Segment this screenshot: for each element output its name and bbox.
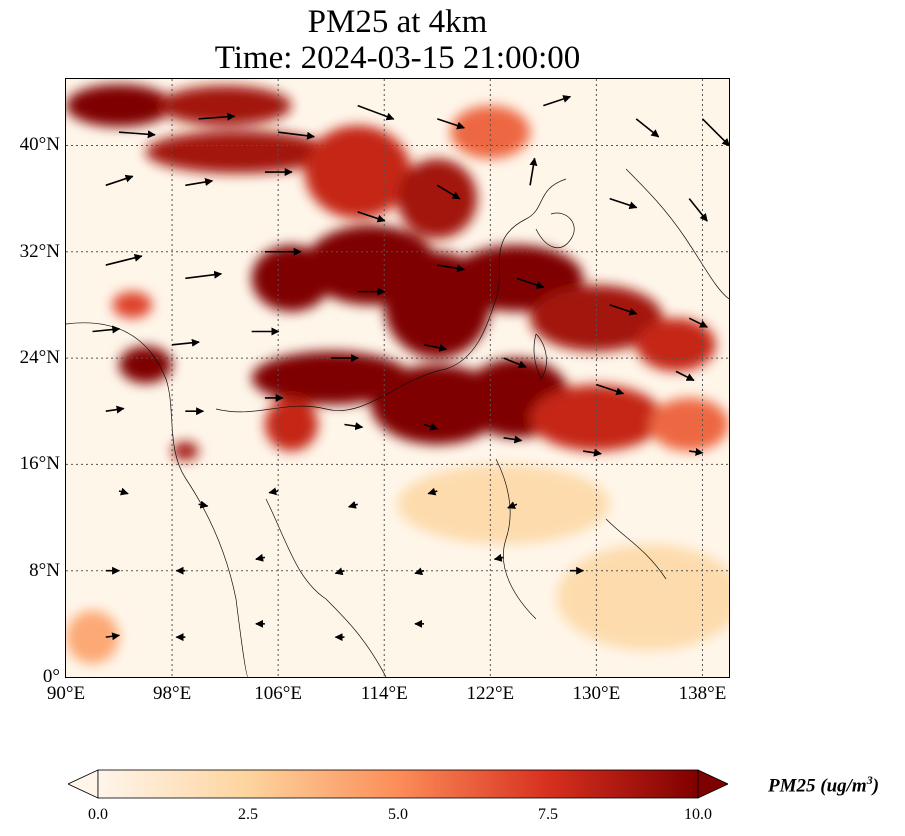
- colorbar-label: PM25 (ug/m3): [768, 773, 879, 797]
- wind-arrow: [437, 264, 466, 273]
- wind-arrow: [688, 198, 708, 222]
- coastlines: [66, 168, 729, 677]
- wind-arrow: [344, 422, 364, 431]
- wind-arrow: [436, 184, 461, 200]
- lat-tick-label: 40°N: [19, 134, 60, 156]
- lat-tick-label: 32°N: [19, 240, 60, 262]
- wind-arrow: [118, 487, 129, 496]
- wind-arrow: [543, 95, 572, 107]
- pm25-plume-20: [172, 441, 199, 461]
- colorbar-label-exponent: 3: [866, 773, 873, 787]
- colorbar: [68, 768, 728, 800]
- wind-arrow: [609, 197, 638, 210]
- wind-arrow: [689, 447, 704, 456]
- wind-arrow: [503, 435, 523, 444]
- wind-arrow: [357, 211, 386, 223]
- wind-arrow: [596, 383, 625, 396]
- wind-arrow: [118, 130, 156, 139]
- wind-arrow: [198, 112, 236, 121]
- wind-arrow: [414, 567, 425, 576]
- colorbar-tick-label: 7.5: [538, 806, 558, 823]
- wind-arrow: [268, 487, 279, 496]
- pm25-plume-16: [649, 397, 729, 452]
- wind-arrow: [507, 501, 518, 509]
- wind-arrow: [635, 118, 660, 138]
- colorbar-tick-label: 2.5: [238, 806, 258, 823]
- colorbar-tick-label: 10.0: [684, 806, 712, 823]
- pm25-plume-17: [264, 397, 318, 452]
- lat-tick-label: 24°N: [19, 347, 60, 369]
- map-plot-area: [65, 78, 730, 678]
- lon-tick-label: 98°E: [152, 683, 192, 704]
- colorbar-tick-label: 5.0: [388, 806, 408, 823]
- colorbar-gradient: [97, 769, 699, 799]
- lat-tick-label: 8°N: [29, 559, 60, 581]
- wind-arrow: [347, 501, 358, 509]
- wind-arrow: [105, 253, 143, 266]
- lon-tick-label: 106°E: [254, 683, 303, 704]
- wind-arrow: [503, 357, 527, 369]
- wind-arrow: [255, 553, 266, 562]
- wind-arrow: [437, 118, 466, 130]
- wind-arrow: [357, 104, 395, 121]
- wind-arrow: [675, 370, 695, 382]
- wind-arrow: [583, 448, 602, 457]
- pm25-plume-19: [112, 291, 153, 319]
- lon-tick-label: 90°E: [46, 683, 86, 704]
- wind-arrow: [278, 131, 315, 140]
- colorbar-tick-label: 0.0: [88, 806, 108, 823]
- lon-tick-label: 130°E: [572, 683, 621, 704]
- wind-arrow: [423, 343, 448, 352]
- lon-tick-label: 114°E: [360, 683, 408, 704]
- wind-arrow: [701, 118, 729, 147]
- wind-arrow: [185, 270, 223, 280]
- pm25-plume-0: [66, 84, 173, 127]
- pm25-plume-5: [450, 105, 531, 159]
- colorbar-label-main: PM25 (ug/m: [768, 775, 867, 797]
- lon-tick-label: 122°E: [466, 683, 515, 704]
- wind-arrow: [172, 338, 200, 347]
- wind-arrow: [427, 487, 438, 496]
- wind-arrow: [185, 178, 214, 187]
- pm25-plume-4: [397, 158, 478, 239]
- map-time-title: Time: 2024-03-15 21:00:00: [214, 40, 581, 76]
- pm25-plume-3: [304, 125, 411, 219]
- wind-arrow: [516, 277, 545, 289]
- pm25-concentration-field: [66, 84, 729, 664]
- pm25-plume-1: [158, 85, 292, 126]
- map-canvas: [66, 79, 729, 677]
- lon-tick-label: 138°E: [678, 683, 727, 704]
- lat-tick-label: 16°N: [19, 453, 60, 475]
- pm25-plume-10: [530, 284, 663, 352]
- pm25-plume-18: [119, 346, 173, 384]
- wind-arrow: [105, 174, 134, 187]
- wind-arrow: [105, 632, 121, 641]
- colorbar-min-extend: [68, 769, 99, 799]
- wind-arrow: [529, 157, 538, 186]
- pm25-plume-21: [66, 610, 120, 664]
- wind-vectors: [92, 95, 729, 642]
- map-title: PM25 at 4km: [307, 4, 488, 40]
- wind-arrow: [334, 567, 345, 576]
- wind-arrow: [198, 500, 209, 509]
- wind-arrow: [92, 325, 121, 334]
- wind-arrow: [493, 553, 504, 562]
- pm25-plume-15: [530, 384, 663, 452]
- colorbar-label-close: ): [872, 775, 880, 797]
- pm25-plume-22: [556, 544, 729, 651]
- wind-arrow: [105, 405, 125, 414]
- colorbar-max-extend: [697, 769, 728, 799]
- pm25-plume-12: [251, 351, 411, 405]
- wind-arrow: [688, 317, 708, 328]
- lat-tick-label: 0°: [42, 666, 60, 687]
- wind-arrow: [609, 304, 638, 316]
- pm25-plume-23: [397, 464, 610, 545]
- wind-arrow: [423, 422, 439, 431]
- pm25-plume-2: [145, 130, 332, 174]
